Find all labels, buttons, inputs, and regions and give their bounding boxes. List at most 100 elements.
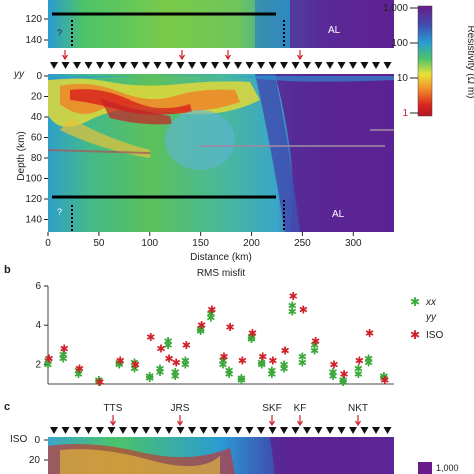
misfit-point-yy: ✱ [267, 365, 276, 377]
distance-tick: 200 [243, 238, 260, 249]
station-marker [153, 62, 162, 69]
station-marker [130, 427, 139, 434]
legend: ✱ xx yy ✱ ISO [410, 295, 443, 342]
station-marker [326, 62, 334, 69]
station-marker [280, 427, 288, 434]
panel-a-top-strip: ? AL 120 140 [25, 0, 394, 48]
colorbar-tick: 1 [402, 108, 408, 119]
misfit-point-xx: ✱ [310, 346, 319, 358]
misfit-tick: 4 [35, 320, 41, 331]
station-arrow-c [296, 415, 304, 427]
legend-marker-iso: ✱ [410, 328, 420, 342]
station-marker [234, 427, 242, 434]
station-marker [257, 427, 265, 434]
distance-axis-label: Distance (km) [190, 252, 252, 263]
station-name-kf: KF [294, 403, 307, 414]
station-marker [337, 427, 346, 434]
misfit-point-iso: ✱ [75, 363, 84, 375]
misfit-tick: 2 [35, 359, 41, 370]
question-mark-top: ? [57, 28, 62, 38]
panel-c: c TTS JRS SKF KF NKT ISO 0 20 1,000 [4, 401, 459, 474]
misfit-point-xx: ✱ [163, 340, 172, 352]
misfit-point-yy: ✱ [206, 308, 215, 320]
depth-tick-20-c: 20 [29, 455, 41, 466]
station-marker [176, 62, 185, 69]
misfit-point-xx: ✱ [130, 363, 139, 375]
misfit-point-yy: ✱ [43, 355, 52, 367]
misfit-point-xx: ✱ [267, 369, 276, 381]
misfit-point-iso: ✱ [226, 322, 235, 334]
station-arrow [224, 50, 232, 61]
misfit-point-iso: ✱ [280, 346, 289, 358]
misfit-point-yy: ✱ [74, 365, 83, 377]
misfit-point-yy: ✱ [379, 371, 388, 383]
distance-axis-a: 0 50 100 150 200 250 300 [45, 232, 362, 249]
station-marker [199, 427, 208, 434]
station-marker [84, 62, 93, 69]
station-marker [245, 62, 254, 69]
misfit-point-xx: ✱ [298, 357, 307, 369]
depth-tick: 40 [31, 112, 43, 123]
station-arrow-c [109, 415, 117, 427]
station-marker [165, 427, 173, 434]
colorbar-c [418, 462, 432, 474]
misfit-point-xx: ✱ [94, 377, 103, 389]
station-name-nkt: NKT [348, 403, 368, 414]
misfit-point-xx: ✱ [59, 354, 68, 366]
misfit-point-xx: ✱ [181, 359, 190, 371]
station-marker [303, 427, 311, 434]
station-marker [73, 427, 81, 434]
misfit-point-iso: ✱ [380, 375, 389, 387]
station-marker [268, 427, 277, 434]
misfit-point-xx: ✱ [247, 334, 256, 346]
station-marker [222, 427, 231, 434]
misfit-point-iso: ✱ [172, 357, 181, 369]
misfit-point-xx: ✱ [43, 359, 52, 371]
misfit-point-iso: ✱ [258, 352, 267, 364]
station-marker [257, 62, 265, 69]
misfit-point-iso: ✱ [248, 328, 257, 340]
station-marker [130, 62, 139, 69]
legend-yy: yy [425, 312, 437, 323]
station-marker [234, 62, 242, 69]
misfit-point-iso: ✱ [365, 328, 374, 340]
station-marker [107, 62, 116, 69]
panel-b-letter: b [4, 264, 11, 276]
al-label-main: AL [332, 209, 345, 220]
misfit-point-xx: ✱ [115, 359, 124, 371]
question-mark-main: ? [57, 207, 62, 217]
depth-tick-140-top: 140 [25, 35, 42, 46]
station-marker [360, 62, 369, 69]
panel-c-letter: c [4, 401, 10, 413]
misfit-point-iso: ✱ [238, 355, 247, 367]
depth-axis-label: Depth (km) [16, 131, 27, 180]
station-marker [360, 427, 369, 434]
station-marker [119, 62, 127, 69]
misfit-point-iso: ✱ [60, 344, 69, 356]
misfit-point-xx: ✱ [225, 369, 234, 381]
station-arrow-c [354, 415, 362, 427]
station-name-jrs: JRS [171, 403, 190, 414]
misfit-point-iso: ✱ [268, 355, 277, 367]
colorbar: 1,000 100 10 1 Resistivity (Ω m) [383, 3, 474, 119]
legend-iso: ISO [426, 330, 443, 341]
station-marker [211, 62, 219, 69]
station-marker [314, 427, 323, 434]
depth-axis-a: 0 20 40 60 80 100 120 140 [25, 71, 48, 226]
misfit-point-yy: ✱ [130, 357, 139, 369]
station-marker [291, 427, 300, 434]
station-arrow-c [268, 415, 276, 427]
misfit-point-xx: ✱ [218, 359, 227, 371]
depth-tick: 80 [31, 153, 43, 164]
station-marker [245, 427, 254, 434]
depth-tick: 60 [31, 133, 43, 144]
panel-b: b RMS misfit 642 ✱ ✱✱✱✱ ✱✱ ✱✱✱✱✱✱✱✱ ✱✱✱✱ ✱✱✱✱… [4, 264, 443, 389]
misfit-point-iso: ✱ [116, 355, 125, 367]
misfit-point-xx: ✱ [74, 369, 83, 381]
misfit-point-yy: ✱ [339, 375, 348, 387]
station-marker [222, 62, 231, 69]
depth-tick: 0 [36, 71, 42, 82]
misfit-point-yy: ✱ [225, 365, 234, 377]
misfit-point-yy: ✱ [310, 340, 319, 352]
misfit-point-yy: ✱ [279, 359, 288, 371]
